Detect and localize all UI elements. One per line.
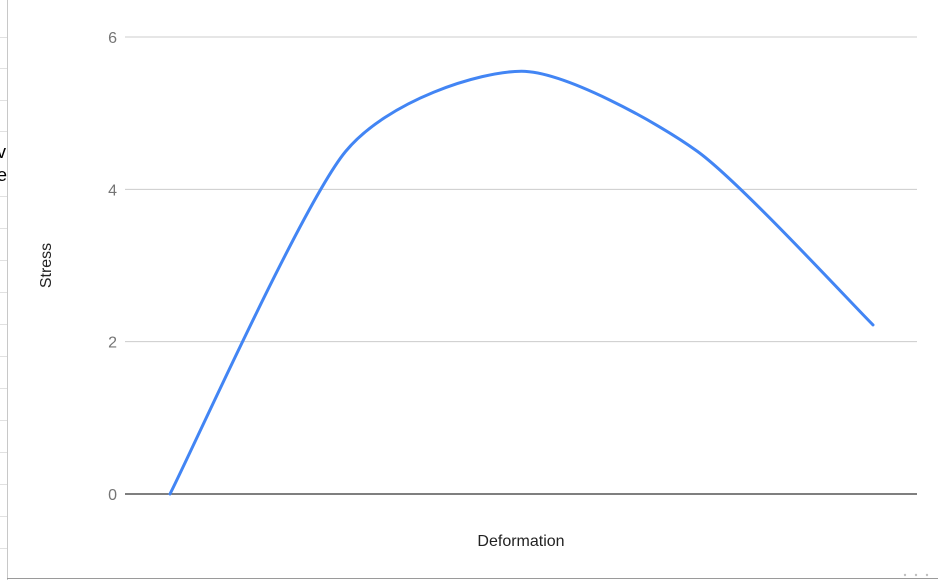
- chart-container[interactable]: 0 2 4 6 Stress Deformation: [7, 0, 938, 579]
- y-tick-label: 6: [108, 30, 117, 47]
- y-tick-label: 2: [108, 335, 117, 352]
- clipped-cell-text: v: [0, 142, 6, 162]
- y-axis-ticks: 0 2 4 6: [108, 30, 117, 504]
- grid-row-line: [0, 324, 7, 325]
- grid-row-line: [0, 452, 7, 453]
- grid-row-line: [0, 292, 7, 293]
- resize-handle-icon[interactable]: [902, 572, 932, 578]
- grid-row-line: [0, 516, 7, 517]
- clipped-cell-text: e: [0, 165, 8, 185]
- grid-row-line: [0, 68, 7, 69]
- grid-row-line: [0, 356, 7, 357]
- grid-row-line: [0, 100, 7, 101]
- y-tick-label: 4: [108, 182, 117, 199]
- series-line[interactable]: [168, 69, 875, 496]
- grid-row-line: [0, 484, 7, 485]
- y-tick-label: 0: [108, 487, 117, 504]
- grid-row-line: [0, 548, 7, 549]
- grid-row-line: [0, 388, 7, 389]
- grid-row-line: [0, 196, 7, 197]
- grid-row-line: [0, 420, 7, 421]
- grid-row-line: [0, 131, 7, 132]
- grid-row-line: [0, 228, 7, 229]
- gridlines: [125, 36, 917, 343]
- y-axis-label: Stress: [38, 243, 55, 288]
- grid-row-line: [0, 37, 7, 38]
- grid-row-line: [0, 260, 7, 261]
- spreadsheet-grid-edge: [0, 0, 8, 580]
- x-axis-label: Deformation: [477, 533, 564, 550]
- line-chart: 0 2 4 6 Stress Deformation: [38, 30, 917, 550]
